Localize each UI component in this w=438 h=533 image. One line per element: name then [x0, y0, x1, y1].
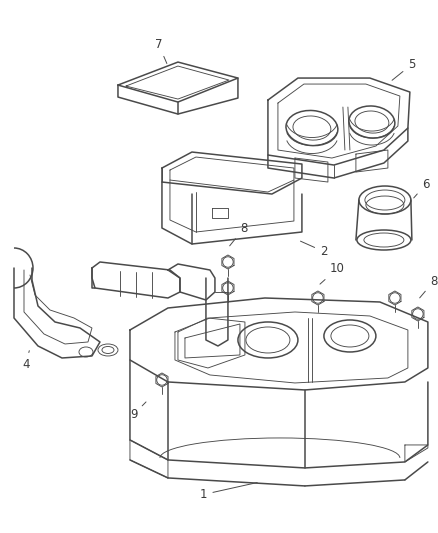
Text: 2: 2: [300, 241, 328, 258]
Text: 8: 8: [420, 275, 437, 298]
Text: 9: 9: [130, 402, 146, 421]
Text: 5: 5: [392, 58, 415, 80]
Text: 8: 8: [230, 222, 247, 246]
Text: 10: 10: [320, 262, 345, 284]
Text: 7: 7: [155, 38, 167, 63]
Text: 6: 6: [414, 178, 429, 198]
Text: 4: 4: [22, 351, 29, 371]
Text: 1: 1: [200, 482, 257, 501]
